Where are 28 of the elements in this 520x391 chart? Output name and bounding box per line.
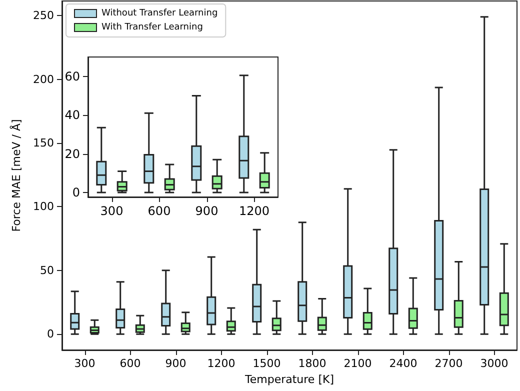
legend-label: With Transfer Learning <box>102 22 203 32</box>
y-tick-label: 150 <box>33 136 54 150</box>
y-tick-label: 40 <box>64 108 80 122</box>
y-tick-label: 100 <box>33 200 54 214</box>
y-tick-label: 60 <box>64 69 80 84</box>
y-tick-label: 250 <box>33 9 54 22</box>
y-axis-title: Force MAE [meV / Å] <box>9 119 23 232</box>
x-tick-label: 2100 <box>344 357 372 370</box>
x-tick-label: 1200 <box>207 357 236 370</box>
y-tick-label: 20 <box>64 146 80 161</box>
legend-label: Without Transfer Learning <box>102 8 218 18</box>
x-tick-label: 600 <box>120 357 141 370</box>
x-tick-label: 1800 <box>298 357 326 370</box>
x-axis-title: Temperature [K] <box>244 373 334 386</box>
x-tick-label: 1500 <box>252 357 281 370</box>
x-tick-label: 3000 <box>480 357 508 370</box>
y-tick-label: 50 <box>40 264 54 277</box>
y-tick-label: 200 <box>33 72 54 86</box>
x-tick-label: 600 <box>148 204 171 218</box>
y-tick-label: 0 <box>72 186 80 200</box>
y-tick-label: 0 <box>47 328 54 341</box>
x-tick-label: 2400 <box>389 357 418 370</box>
x-tick-label: 900 <box>165 357 186 370</box>
x-tick-label: 1200 <box>238 204 270 218</box>
x-tick-label: 300 <box>100 204 124 218</box>
x-tick-label: 900 <box>195 204 218 218</box>
x-tick-label: 300 <box>74 357 96 370</box>
x-tick-label: 2700 <box>434 357 463 370</box>
